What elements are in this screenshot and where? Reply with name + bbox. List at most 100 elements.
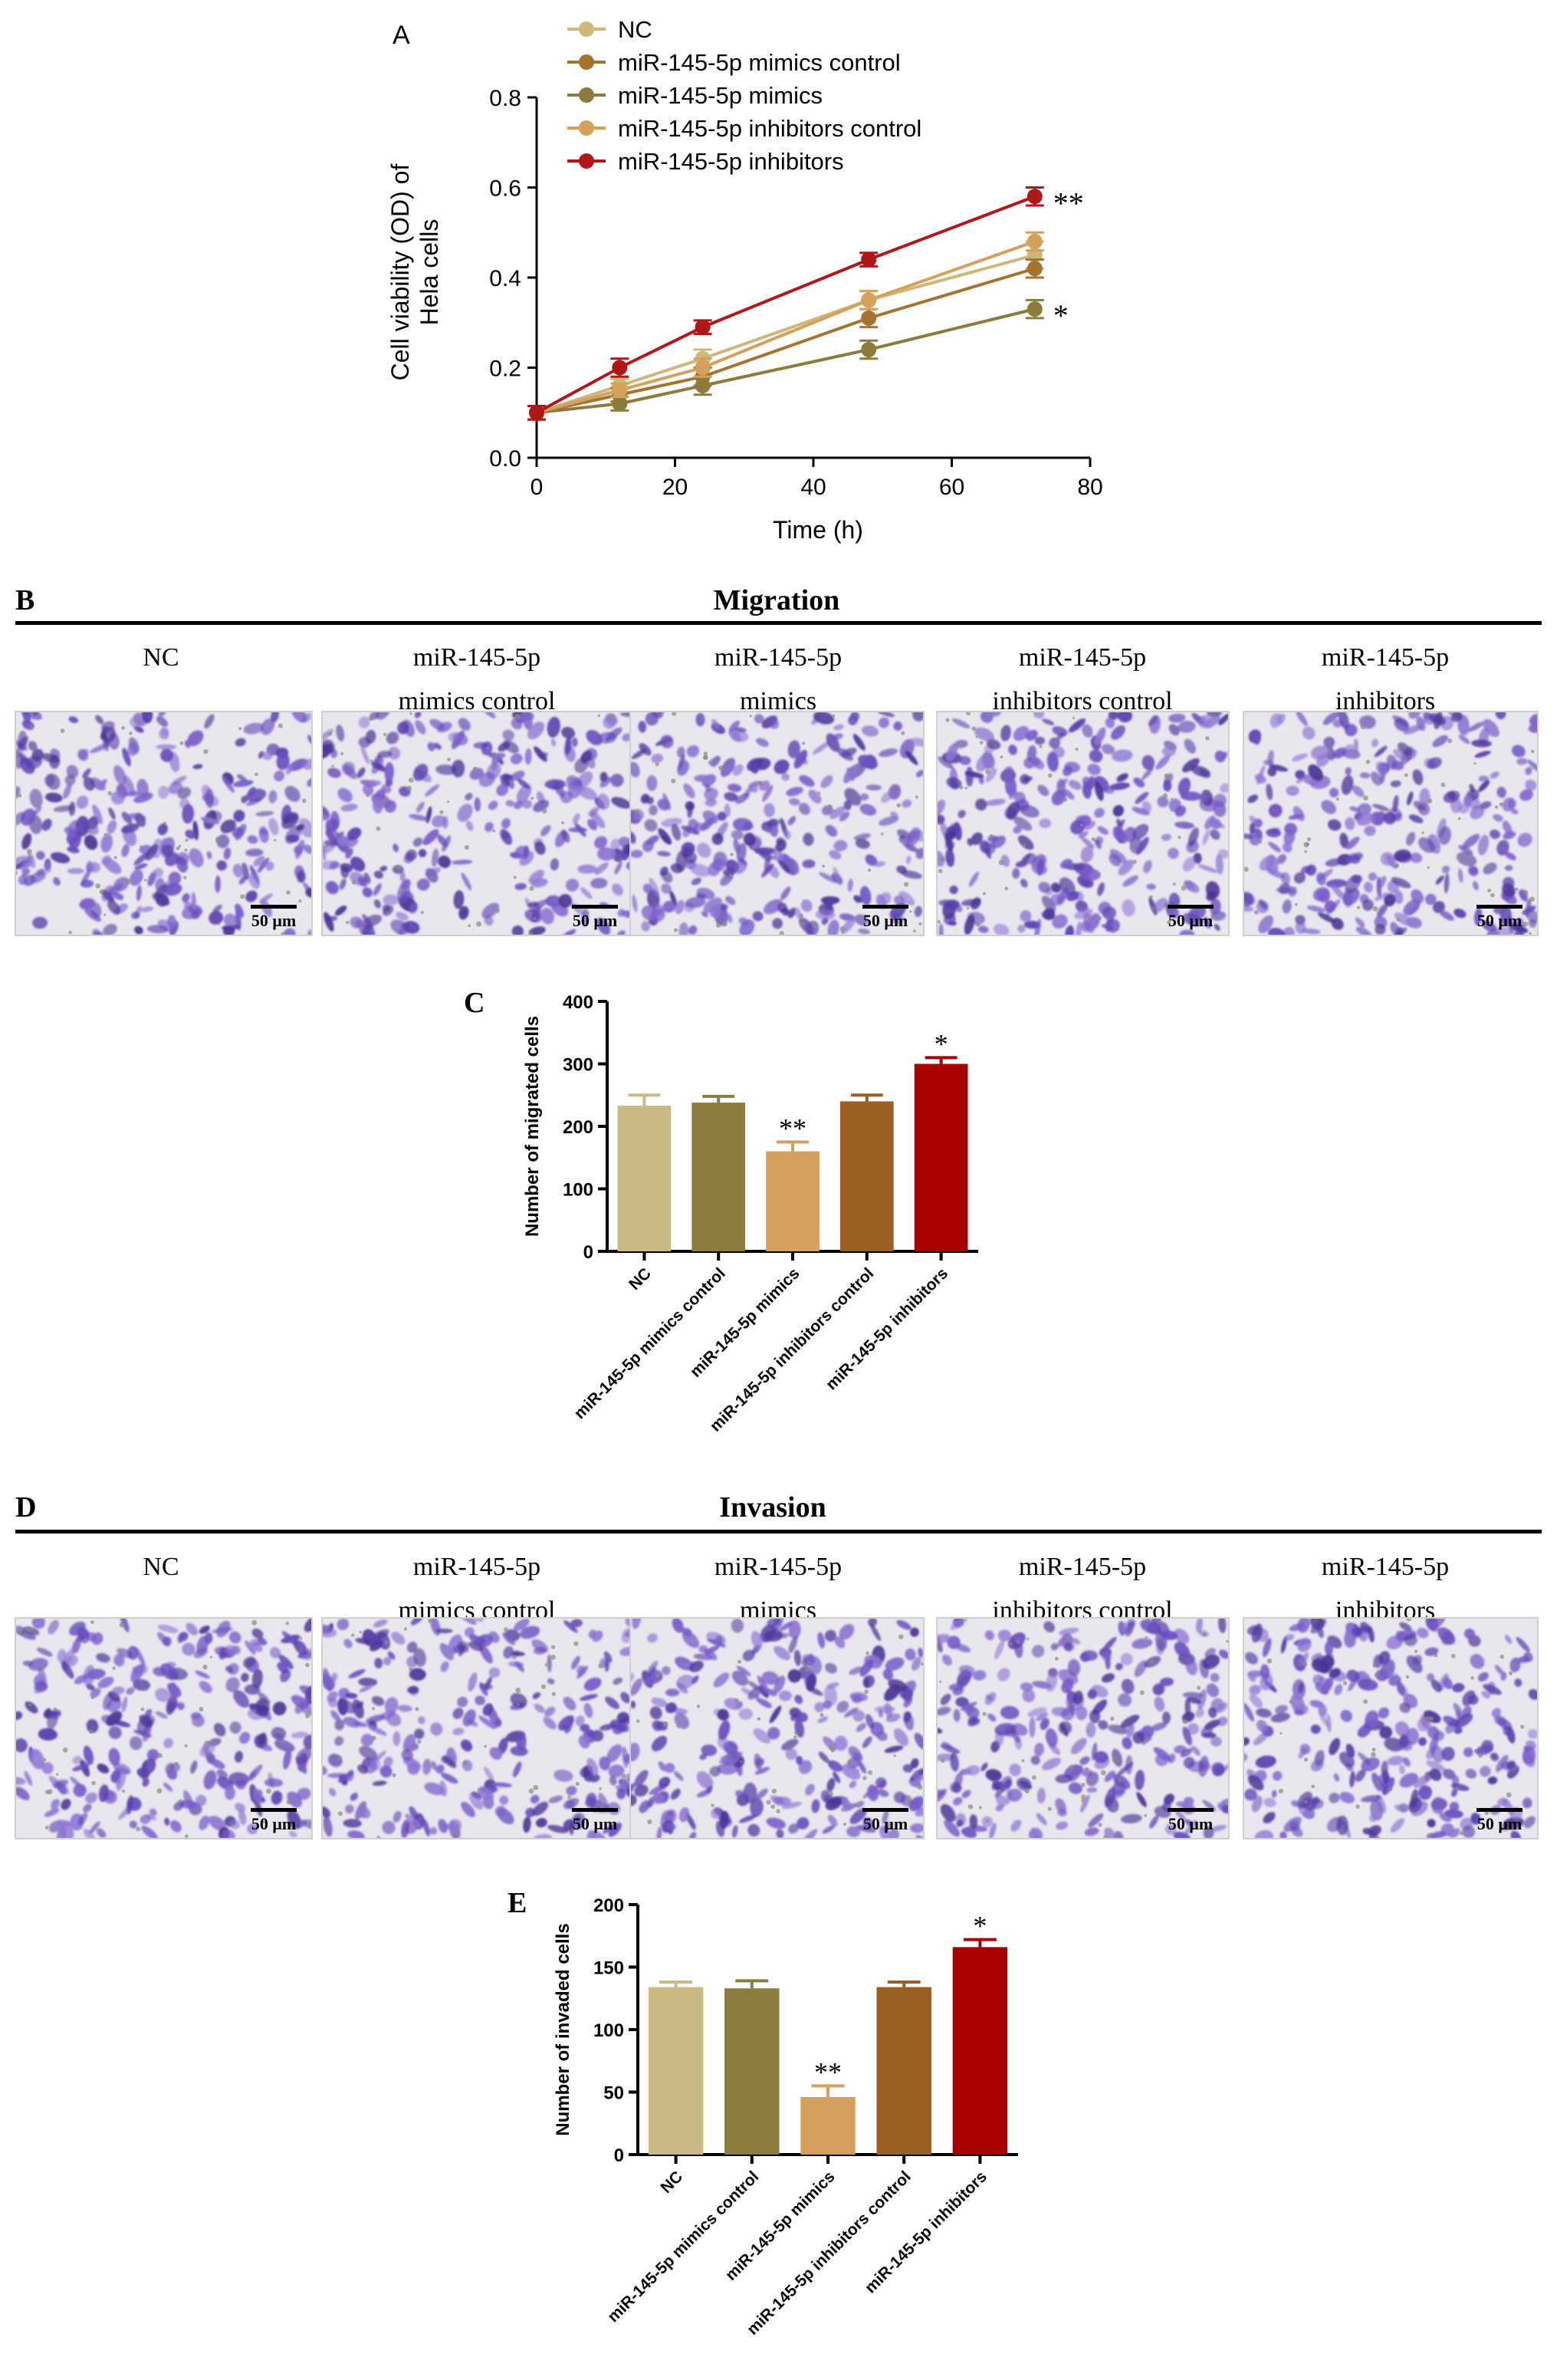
micrograph-pore [447, 758, 451, 762]
micrograph-pore [140, 1707, 145, 1711]
micrograph-cell [442, 1756, 457, 1768]
scale-bar [572, 1808, 618, 1812]
micrograph-cell [1508, 915, 1515, 934]
micrograph-cell [586, 1793, 597, 1806]
micrograph-cell [414, 1728, 425, 1740]
micrograph-cell [1008, 745, 1017, 755]
micrograph-cell [767, 1727, 780, 1740]
micrograph-cell [1437, 818, 1447, 839]
micrograph-cell [1168, 847, 1179, 860]
micrograph-cell [604, 1659, 609, 1672]
micrograph-cell [670, 1788, 681, 1800]
micrograph-cell [953, 1797, 963, 1806]
micrograph-cell [1065, 925, 1075, 935]
micrograph-cell [379, 866, 388, 872]
micrograph-cell [191, 892, 196, 910]
micrograph-cell [524, 748, 532, 765]
micrograph-pore [822, 864, 826, 868]
micrograph-cell [1097, 826, 1109, 835]
micrograph-cell [1203, 916, 1211, 929]
micrograph-cell [1349, 1770, 1355, 1788]
micrograph-cell [1113, 1773, 1131, 1790]
micrograph-cell [710, 1808, 721, 1820]
micrograph-cell [1109, 849, 1127, 863]
micrograph-cell [859, 758, 869, 768]
micrograph-cell [353, 1721, 368, 1727]
micrograph-cell [406, 849, 417, 861]
micrograph-cell [861, 725, 879, 737]
micrograph-cell [97, 779, 107, 790]
micrograph-cell [452, 1727, 465, 1736]
micrograph-pore [647, 1819, 652, 1825]
micrograph-pore [1490, 893, 1495, 898]
micrograph-pore [1374, 1673, 1378, 1678]
micrograph-cell [1097, 882, 1105, 896]
micrograph-pore [1511, 1662, 1516, 1667]
micrograph-cell [95, 715, 104, 725]
panel-c-y-tick-label: 400 [563, 992, 593, 1013]
micrograph-cell [452, 1708, 464, 1719]
micrograph-cell [1270, 827, 1280, 833]
micrograph-cell [1454, 908, 1467, 919]
micrograph-cell [110, 791, 125, 805]
micrograph-cell [1345, 1744, 1355, 1758]
micrograph-cell [533, 1646, 547, 1655]
micrograph-cell [1500, 1672, 1507, 1681]
migration-images: 50 μm 50 μm 50 μm 50 μm 50 μm [15, 711, 1539, 936]
micrograph-pore [551, 1691, 556, 1696]
micrograph-cell [452, 860, 473, 865]
micrograph-pore [1086, 1729, 1090, 1733]
micrograph-pore [1376, 1780, 1379, 1783]
micrograph-cell [793, 1649, 802, 1666]
micrograph-cell [545, 896, 558, 906]
micrograph-pore [802, 741, 806, 745]
micrograph-pore [832, 714, 836, 718]
micrograph-cell [940, 1744, 961, 1754]
micrograph-pore [917, 1784, 923, 1790]
micrograph-cell [986, 712, 1001, 717]
micrograph-cell [825, 824, 838, 837]
micrograph-pore [757, 1717, 761, 1721]
micrograph-pore [674, 928, 678, 932]
micrograph-pore [1515, 887, 1519, 891]
micrograph-pore [1450, 1653, 1456, 1658]
micrograph-pore [486, 747, 489, 750]
micrograph-cell [962, 1703, 975, 1714]
micrograph-cell [494, 1805, 506, 1816]
micrograph-cell [704, 1645, 720, 1655]
panel-a-y-axis-label: Cell viability (OD) of Hela cells [386, 164, 443, 381]
micrograph-pore [1520, 1724, 1525, 1729]
micrograph-cell [146, 1749, 159, 1761]
micrograph-cell [672, 1618, 684, 1633]
micrograph-border [15, 1617, 313, 1839]
micrograph-cell [563, 1819, 575, 1831]
micrograph-pore [95, 883, 101, 889]
micrograph-cell [1249, 815, 1260, 827]
micrograph-cell [414, 712, 422, 718]
micrograph-cell [680, 825, 700, 835]
panel-e-y-tick-label: 0 [614, 2145, 624, 2166]
micrograph-cell [457, 1696, 468, 1708]
micrograph-cell [1388, 1675, 1401, 1686]
micrograph-pore [982, 892, 986, 896]
micrograph-cell [945, 743, 958, 762]
micrograph-cell [662, 1666, 671, 1675]
micrograph-cell [662, 870, 673, 883]
micrograph-cell [1199, 794, 1207, 804]
micrograph-pore [938, 869, 943, 873]
panel-e-x-tick-label: miR-145-5p inhibitors [862, 2168, 990, 2296]
micrograph-cell [256, 1705, 268, 1716]
micrograph-cell [1247, 794, 1259, 804]
micrograph-cell [1133, 777, 1145, 787]
micrograph-cell [913, 1770, 921, 1785]
micrograph-cell [1080, 837, 1095, 849]
micrograph-label-line2: inhibitors control [992, 687, 1172, 715]
micrograph-pore [1202, 1632, 1207, 1637]
micrograph-cell [1268, 927, 1286, 935]
scale-bar-label: 50 μm [1477, 1814, 1522, 1833]
micrograph-cell [914, 906, 922, 917]
micrograph-cell [367, 1724, 387, 1736]
micrograph-cell [113, 764, 126, 786]
micrograph-cell [448, 1819, 462, 1833]
